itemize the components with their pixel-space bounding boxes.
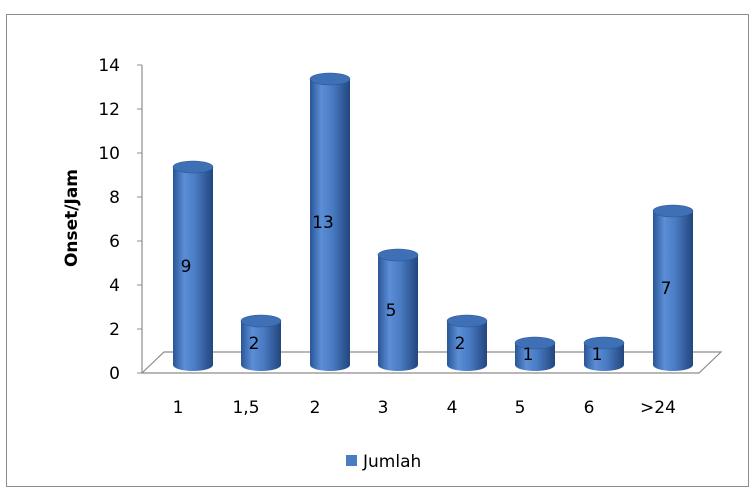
y-tick-label: 12 (98, 100, 120, 120)
bar-body (241, 321, 281, 371)
bar (240, 314, 282, 371)
bar (172, 160, 214, 371)
y-tick-label: 0 (109, 364, 120, 384)
x-tick-label: 5 (515, 398, 526, 418)
bar-top (309, 72, 351, 86)
bar-body (173, 167, 213, 371)
x-tick-label: 4 (447, 398, 458, 418)
bar-body (653, 211, 693, 371)
y-tick-label: 14 (98, 56, 120, 76)
bar (514, 336, 556, 371)
bar (583, 336, 625, 371)
data-label: 9 (181, 257, 192, 277)
bar-body (447, 321, 487, 371)
chart-floor (140, 351, 723, 374)
legend-label: Jumlah (362, 452, 421, 472)
bar-top (240, 314, 282, 328)
data-label: 2 (249, 334, 260, 354)
x-tick-label: 1,5 (232, 398, 259, 418)
chart-frame (6, 14, 749, 487)
bar-body (310, 79, 350, 371)
bar-top (652, 204, 694, 218)
bar-body (378, 255, 418, 371)
bar-top (446, 314, 488, 328)
y-tick-label: 6 (109, 232, 120, 252)
bar-top (377, 248, 419, 262)
x-tick-label: 3 (378, 398, 389, 418)
data-label: 7 (661, 279, 672, 299)
data-label: 5 (386, 301, 397, 321)
bar (309, 72, 351, 371)
data-label: 1 (523, 345, 534, 365)
x-tick-label: >24 (640, 398, 676, 418)
bar-top (514, 336, 556, 350)
x-tick-label: 2 (310, 398, 321, 418)
legend-swatch (346, 455, 357, 466)
x-tick-label: 1 (173, 398, 184, 418)
y-tick-label: 4 (109, 276, 120, 296)
bar-series (172, 72, 694, 371)
y-tick-label: 8 (109, 188, 120, 208)
bar (446, 314, 488, 371)
data-label: 13 (312, 213, 334, 233)
bar-body (515, 343, 555, 371)
data-label: 2 (455, 334, 466, 354)
legend: Jumlah (346, 452, 421, 472)
bar-body (584, 343, 624, 371)
y-tick-label: 2 (109, 320, 120, 340)
bar (377, 248, 419, 371)
bar-top (172, 160, 214, 174)
x-tick-label: 6 (584, 398, 595, 418)
bar-top (583, 336, 625, 350)
y-axis-label: Onset/Jam (62, 169, 82, 267)
data-labels: 9 2 13 5 2 1 1 7 (181, 213, 672, 365)
bar (652, 204, 694, 371)
y-tick-label: 10 (98, 144, 120, 164)
data-label: 1 (592, 345, 603, 365)
